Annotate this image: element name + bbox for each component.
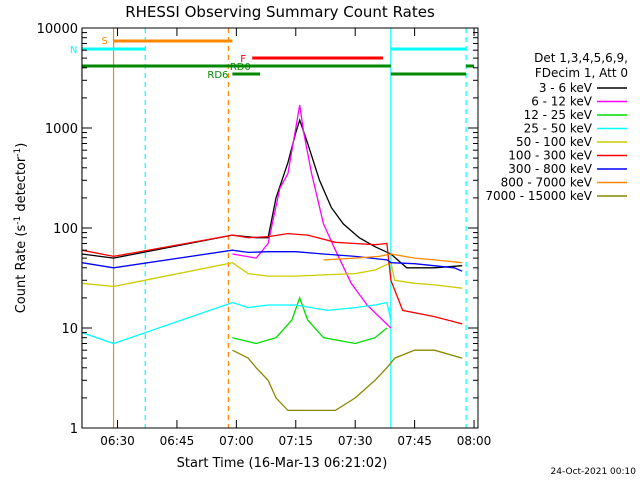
x-tick-label-07-15: 07:15 (278, 434, 313, 448)
series-line-100-300-kev (81, 232, 463, 325)
state-label-rd6: RD6 (207, 70, 228, 81)
y-tick-label-10: 10 (61, 322, 78, 337)
state-label-n: N (70, 45, 77, 56)
legend-label-3-6-kev: 3 - 6 keV (539, 81, 593, 95)
legend-label-6-12-kev: 6 - 12 keV (531, 95, 593, 109)
legend-label-50-100-kev: 50 - 100 keV (516, 135, 593, 149)
x-tick-label-07-30: 07:30 (338, 434, 373, 448)
plot-frame (81, 27, 479, 429)
legend-label-800-7000-kev: 800 - 7000 keV (501, 176, 593, 190)
series-line-50-100-kev (81, 261, 463, 289)
series-line-800-7000-kev (323, 253, 463, 264)
x-tick-label-08-00: 08:00 (457, 434, 492, 448)
x-tick-label-07-45: 07:45 (397, 434, 432, 448)
state-label-s: S (102, 36, 108, 47)
y-tick-label-10000: 10000 (37, 22, 78, 37)
legend-label-12-25-kev: 12 - 25 keV (524, 108, 593, 122)
series-line-12-25-kev (232, 295, 388, 345)
series-line-7000-15000-kev (232, 349, 463, 412)
legend-label-7000-15000-kev: 7000 - 15000 keV (485, 189, 592, 203)
state-label-rd0: RD0 (230, 62, 251, 73)
legend-header-line-1: Det 1,3,4,5,6,9, (534, 51, 628, 65)
legend-label-300-800-kev: 300 - 800 keV (508, 162, 592, 176)
series-line-3-6-kev (81, 118, 463, 269)
series-line-6-12-kev (232, 104, 392, 329)
series-line-25-50-kev (81, 301, 392, 345)
footer-date: 24-Oct-2021 00:10 (551, 467, 637, 477)
chart-title: RHESSI Observing Summary Count Rates (125, 3, 435, 21)
state-label-f: F (240, 54, 246, 65)
y-tick-label-100: 100 (53, 222, 78, 237)
x-tick-label-06-30: 06:30 (100, 434, 135, 448)
y-tick-label-1000: 1000 (45, 122, 78, 137)
x-axis-label: Start Time (16-Mar-13 06:21:02) (177, 456, 388, 471)
y-tick-label-1: 1 (70, 422, 78, 437)
x-tick-label-06-45: 06:45 (160, 434, 195, 448)
legend-label-100-300-kev: 100 - 300 keV (508, 149, 592, 163)
legend-header-line-2: FDecim 1, Att 0 (535, 66, 628, 80)
y-axis-label: Count Rate (s-1 detector-1) (13, 143, 29, 314)
x-tick-label-07-00: 07:00 (219, 434, 254, 448)
series-line-300-800-kev (81, 249, 463, 272)
legend-label-25-50-kev: 25 - 50 keV (524, 122, 593, 136)
